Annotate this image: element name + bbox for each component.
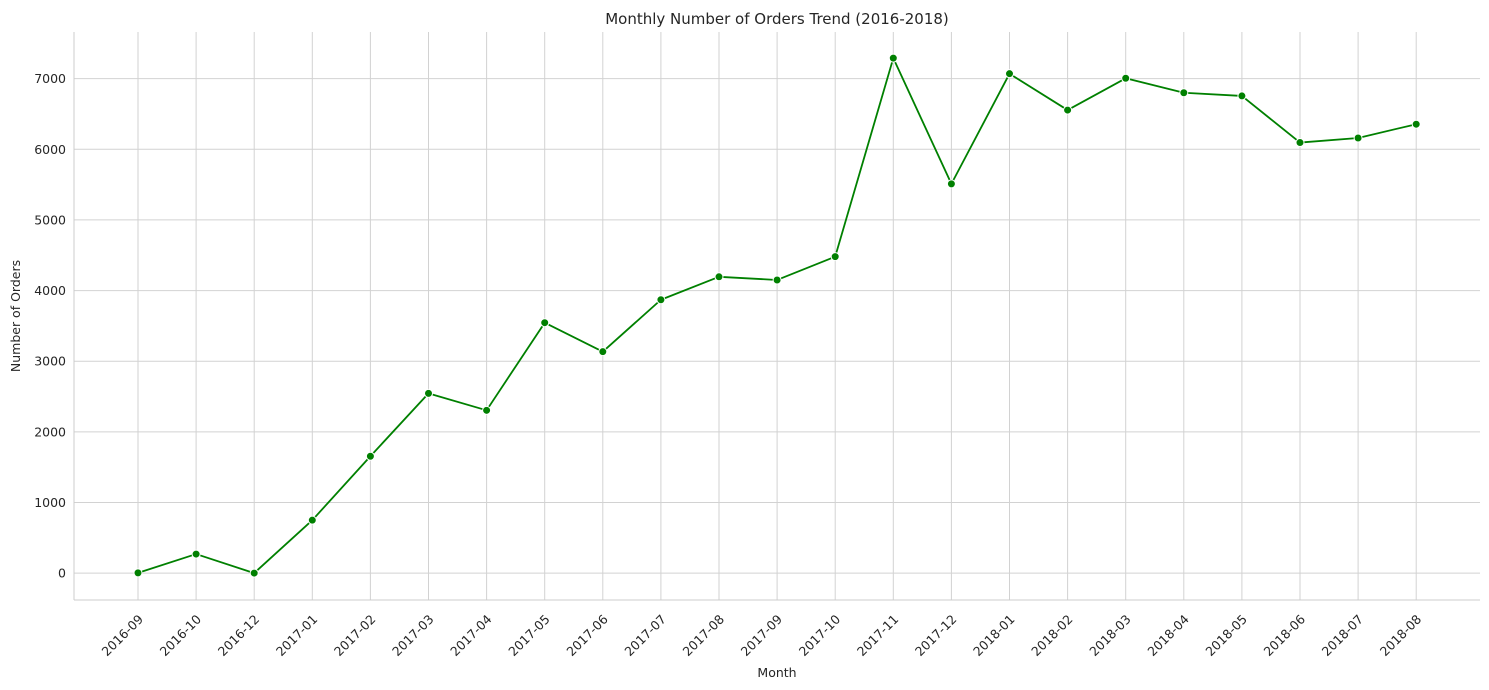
chart-title: Monthly Number of Orders Trend (2016-201… — [605, 10, 949, 28]
y-tick-label: 2000 — [34, 424, 66, 439]
y-tick-label: 6000 — [34, 142, 66, 157]
x-tick-label: 2017-12 — [912, 611, 960, 659]
y-tick-label: 5000 — [34, 212, 66, 227]
y-tick-label: 3000 — [34, 354, 66, 369]
data-point — [772, 275, 782, 285]
x-tick-label: 2017-06 — [563, 611, 611, 659]
x-tick-label: 2018-02 — [1028, 611, 1076, 659]
data-point — [1121, 73, 1131, 83]
x-tick-label: 2017-10 — [796, 611, 844, 659]
data-point — [830, 252, 840, 262]
x-tick-label: 2017-08 — [680, 611, 728, 659]
data-point — [1237, 91, 1247, 101]
x-tick-label: 2018-06 — [1261, 611, 1309, 659]
x-tick-label: 2017-01 — [273, 611, 321, 659]
x-tick-label: 2018-07 — [1319, 611, 1367, 659]
y-tick-label: 0 — [58, 566, 66, 581]
x-tick-label: 2016-12 — [215, 611, 263, 659]
x-tick-label: 2017-07 — [621, 611, 669, 659]
x-tick-label: 2018-05 — [1202, 611, 1250, 659]
data-point — [1295, 138, 1305, 148]
data-point — [133, 568, 143, 578]
data-point — [307, 515, 317, 525]
data-point — [1005, 69, 1014, 79]
series-layer — [133, 53, 1421, 578]
y-tick-label: 7000 — [34, 71, 66, 86]
axes — [73, 32, 1480, 601]
x-tick-label: 2018-04 — [1144, 611, 1192, 659]
x-tick-label: 2017-11 — [854, 611, 902, 659]
data-point — [482, 405, 492, 415]
data-point — [249, 568, 259, 578]
y-tick-label: 1000 — [34, 495, 66, 510]
data-point — [191, 549, 201, 559]
data-point — [365, 451, 375, 461]
x-tick-label: 2017-04 — [447, 611, 495, 659]
data-point — [540, 318, 550, 328]
x-tick-label: 2017-02 — [331, 611, 379, 659]
x-tick-label: 2018-01 — [970, 611, 1018, 659]
x-tick-label: 2017-03 — [389, 611, 437, 659]
data-point — [1411, 119, 1421, 129]
data-point — [888, 53, 898, 63]
y-axis-label: Number of Orders — [8, 260, 23, 372]
x-tick-label: 2016-10 — [157, 611, 205, 659]
data-point — [714, 272, 724, 282]
gridlines — [74, 32, 1480, 600]
y-tick-label: 4000 — [34, 283, 66, 298]
data-point — [1063, 105, 1073, 115]
x-tick-label: 2017-05 — [505, 611, 553, 659]
data-point — [656, 295, 666, 305]
x-axis-label: Month — [757, 665, 796, 680]
x-tick-label: 2018-08 — [1377, 611, 1425, 659]
x-tick-label: 2018-03 — [1086, 611, 1134, 659]
data-point — [1179, 88, 1189, 98]
x-tick-label: 2016-09 — [99, 611, 147, 659]
x-tick-label: 2017-09 — [738, 611, 786, 659]
data-point — [598, 347, 608, 357]
data-point — [946, 179, 956, 189]
data-point — [424, 388, 433, 398]
data-point — [1353, 133, 1363, 143]
